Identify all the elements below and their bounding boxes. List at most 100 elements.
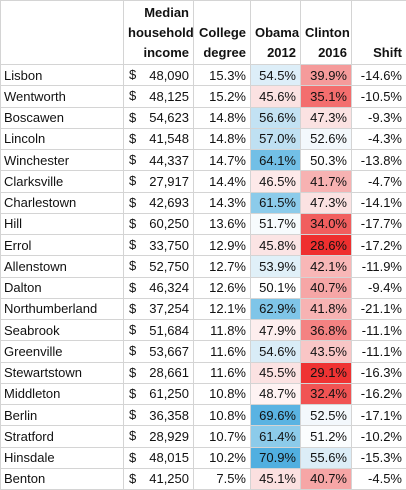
- cell-college[interactable]: 12.1%: [194, 298, 251, 319]
- cell-obama[interactable]: 45.6%: [251, 86, 301, 107]
- cell-obama[interactable]: 64.1%: [251, 150, 301, 171]
- header-shift[interactable]: Shift: [352, 1, 406, 65]
- cell-obama[interactable]: 57.0%: [251, 128, 301, 149]
- cell-income[interactable]: $41,250: [124, 468, 194, 489]
- cell-clinton[interactable]: 35.1%: [301, 86, 352, 107]
- cell-town[interactable]: Greenville: [1, 341, 124, 362]
- cell-college[interactable]: 7.5%: [194, 468, 251, 489]
- cell-college[interactable]: 15.2%: [194, 86, 251, 107]
- cell-obama[interactable]: 48.7%: [251, 383, 301, 404]
- cell-shift[interactable]: -11.1%: [352, 341, 406, 362]
- cell-shift[interactable]: -16.3%: [352, 362, 406, 383]
- cell-college[interactable]: 10.8%: [194, 405, 251, 426]
- cell-shift[interactable]: -13.8%: [352, 150, 406, 171]
- cell-college[interactable]: 14.8%: [194, 128, 251, 149]
- cell-income[interactable]: $27,917: [124, 171, 194, 192]
- cell-income[interactable]: $48,090: [124, 65, 194, 86]
- cell-income[interactable]: $48,015: [124, 447, 194, 468]
- cell-clinton[interactable]: 51.2%: [301, 426, 352, 447]
- cell-income[interactable]: $37,254: [124, 298, 194, 319]
- cell-income[interactable]: $42,693: [124, 192, 194, 213]
- cell-town[interactable]: Allenstown: [1, 256, 124, 277]
- cell-shift[interactable]: -9.3%: [352, 107, 406, 128]
- cell-obama[interactable]: 69.6%: [251, 405, 301, 426]
- cell-clinton[interactable]: 29.1%: [301, 362, 352, 383]
- cell-shift[interactable]: -15.3%: [352, 447, 406, 468]
- cell-clinton[interactable]: 43.5%: [301, 341, 352, 362]
- cell-town[interactable]: Northumberland: [1, 298, 124, 319]
- cell-clinton[interactable]: 41.7%: [301, 171, 352, 192]
- cell-shift[interactable]: -4.3%: [352, 128, 406, 149]
- cell-college[interactable]: 15.3%: [194, 65, 251, 86]
- cell-income[interactable]: $44,337: [124, 150, 194, 171]
- cell-shift[interactable]: -11.9%: [352, 256, 406, 277]
- cell-town[interactable]: Hill: [1, 213, 124, 234]
- cell-shift[interactable]: -9.4%: [352, 277, 406, 298]
- cell-income[interactable]: $33,750: [124, 235, 194, 256]
- cell-income[interactable]: $28,661: [124, 362, 194, 383]
- cell-income[interactable]: $51,684: [124, 320, 194, 341]
- cell-town[interactable]: Seabrook: [1, 320, 124, 341]
- cell-shift[interactable]: -11.1%: [352, 320, 406, 341]
- cell-town[interactable]: Benton: [1, 468, 124, 489]
- cell-town[interactable]: Lincoln: [1, 128, 124, 149]
- cell-shift[interactable]: -14.1%: [352, 192, 406, 213]
- cell-clinton[interactable]: 40.7%: [301, 277, 352, 298]
- cell-college[interactable]: 14.8%: [194, 107, 251, 128]
- cell-shift[interactable]: -17.7%: [352, 213, 406, 234]
- cell-income[interactable]: $60,250: [124, 213, 194, 234]
- cell-shift[interactable]: -14.6%: [352, 65, 406, 86]
- header-college[interactable]: College degree: [194, 1, 251, 65]
- cell-shift[interactable]: -4.5%: [352, 468, 406, 489]
- cell-income[interactable]: $54,623: [124, 107, 194, 128]
- cell-income[interactable]: $48,125: [124, 86, 194, 107]
- cell-clinton[interactable]: 55.6%: [301, 447, 352, 468]
- header-obama[interactable]: Obama 2012: [251, 1, 301, 65]
- cell-obama[interactable]: 54.5%: [251, 65, 301, 86]
- cell-obama[interactable]: 45.1%: [251, 468, 301, 489]
- cell-college[interactable]: 10.8%: [194, 383, 251, 404]
- cell-shift[interactable]: -10.5%: [352, 86, 406, 107]
- cell-town[interactable]: Charlestown: [1, 192, 124, 213]
- cell-college[interactable]: 11.8%: [194, 320, 251, 341]
- cell-college[interactable]: 12.9%: [194, 235, 251, 256]
- cell-clinton[interactable]: 34.0%: [301, 213, 352, 234]
- cell-shift[interactable]: -17.1%: [352, 405, 406, 426]
- cell-obama[interactable]: 45.8%: [251, 235, 301, 256]
- cell-clinton[interactable]: 40.7%: [301, 468, 352, 489]
- cell-town[interactable]: Hinsdale: [1, 447, 124, 468]
- cell-college[interactable]: 11.6%: [194, 341, 251, 362]
- cell-town[interactable]: Lisbon: [1, 65, 124, 86]
- cell-town[interactable]: Errol: [1, 235, 124, 256]
- cell-college[interactable]: 10.7%: [194, 426, 251, 447]
- cell-college[interactable]: 14.3%: [194, 192, 251, 213]
- cell-clinton[interactable]: 41.8%: [301, 298, 352, 319]
- cell-town[interactable]: Stewartstown: [1, 362, 124, 383]
- cell-town[interactable]: Winchester: [1, 150, 124, 171]
- cell-income[interactable]: $53,667: [124, 341, 194, 362]
- cell-clinton[interactable]: 32.4%: [301, 383, 352, 404]
- cell-clinton[interactable]: 47.3%: [301, 107, 352, 128]
- cell-clinton[interactable]: 39.9%: [301, 65, 352, 86]
- cell-town[interactable]: Clarksville: [1, 171, 124, 192]
- cell-college[interactable]: 11.6%: [194, 362, 251, 383]
- cell-income[interactable]: $52,750: [124, 256, 194, 277]
- cell-income[interactable]: $28,929: [124, 426, 194, 447]
- cell-shift[interactable]: -17.2%: [352, 235, 406, 256]
- header-clinton[interactable]: Clinton 2016: [301, 1, 352, 65]
- cell-town[interactable]: Boscawen: [1, 107, 124, 128]
- cell-shift[interactable]: -21.1%: [352, 298, 406, 319]
- cell-clinton[interactable]: 42.1%: [301, 256, 352, 277]
- cell-obama[interactable]: 50.1%: [251, 277, 301, 298]
- cell-obama[interactable]: 51.7%: [251, 213, 301, 234]
- cell-obama[interactable]: 61.4%: [251, 426, 301, 447]
- cell-college[interactable]: 14.7%: [194, 150, 251, 171]
- cell-obama[interactable]: 46.5%: [251, 171, 301, 192]
- cell-clinton[interactable]: 36.8%: [301, 320, 352, 341]
- cell-shift[interactable]: -4.7%: [352, 171, 406, 192]
- cell-college[interactable]: 12.7%: [194, 256, 251, 277]
- cell-shift[interactable]: -10.2%: [352, 426, 406, 447]
- header-town[interactable]: [1, 1, 124, 65]
- cell-income[interactable]: $36,358: [124, 405, 194, 426]
- cell-clinton[interactable]: 47.3%: [301, 192, 352, 213]
